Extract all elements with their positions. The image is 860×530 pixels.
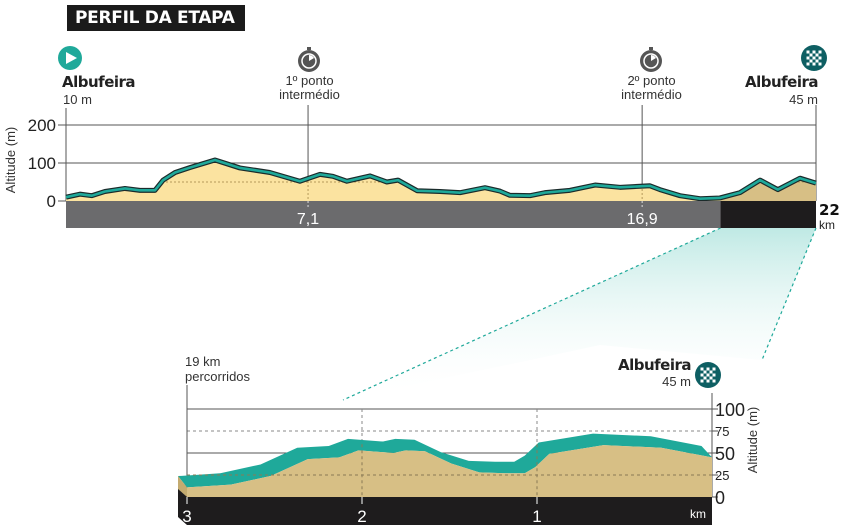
zoom-km-label-1: 1 xyxy=(532,507,541,526)
zoom-finish-altitude: 45 m xyxy=(662,374,691,389)
intermediate-2-label: 2º ponto intermédio xyxy=(604,74,699,102)
distance-unit: km xyxy=(819,218,835,232)
total-distance: 22 xyxy=(819,201,840,219)
checkered-flag-icon xyxy=(801,45,827,71)
intermediate-1-label: 1º ponto intermédio xyxy=(262,74,357,102)
intermediate-1-line2: intermédio xyxy=(279,87,340,102)
zoom-y-axis-label: Altitude (m) xyxy=(745,407,760,473)
y-tick-200: 200 xyxy=(28,116,56,135)
intermediate-2-icon xyxy=(639,47,663,78)
zoom-header-text: percorridos xyxy=(185,369,251,384)
zoom-header-km: 19 km xyxy=(185,354,221,369)
start-icon xyxy=(58,46,82,75)
zoom-km-unit: km xyxy=(690,507,706,521)
intermediate-1-icon xyxy=(297,47,321,78)
start-altitude: 10 m xyxy=(63,92,92,107)
y-axis-label: Altitude (m) xyxy=(3,127,18,193)
stopwatch-icon xyxy=(298,47,320,72)
profile-area xyxy=(66,159,816,201)
zoom-km-label-3: 3 xyxy=(182,507,191,526)
intermediate-2-line2: intermédio xyxy=(621,87,682,102)
finish-altitude: 45 m xyxy=(789,92,818,107)
play-icon xyxy=(58,46,82,70)
y-tick-0: 0 xyxy=(47,192,56,211)
zoom-y-tick-25: 25 xyxy=(715,468,729,483)
zoom-y-tick-75: 75 xyxy=(715,424,729,439)
intermediate-2-line1: 2º ponto xyxy=(627,73,676,88)
km-marker-2: 16,9 xyxy=(627,211,658,228)
distance-band xyxy=(66,201,721,228)
finish-icon xyxy=(801,45,827,76)
finish-name: Albufeira xyxy=(744,73,819,91)
distance-band-highlight xyxy=(720,201,816,228)
checkered-flag-icon xyxy=(695,362,721,388)
zoom-left-face xyxy=(178,476,187,497)
zoom-connector-wedge xyxy=(343,228,816,400)
zoom-y-tick-50: 50 xyxy=(715,444,735,464)
start-name: Albufeira xyxy=(62,73,136,91)
zoom-km-label-2: 2 xyxy=(357,507,366,526)
zoom-finish-name: Albufeira xyxy=(617,356,692,374)
stopwatch-icon xyxy=(640,47,662,72)
zoom-finish-icon xyxy=(695,362,721,393)
zoom-y-tick-100: 100 xyxy=(715,400,745,420)
zoom-y-tick-0: 0 xyxy=(715,488,725,508)
zoom-distance-band xyxy=(178,489,712,525)
zoom-profile-area xyxy=(187,445,712,497)
zoom-profile-top-face xyxy=(178,433,712,488)
km-marker-1: 7,1 xyxy=(297,211,319,228)
intermediate-1-line1: 1º ponto xyxy=(285,73,334,88)
y-tick-100: 100 xyxy=(28,154,56,173)
profile-line xyxy=(65,158,817,201)
page-title: PERFIL DA ETAPA xyxy=(67,5,245,31)
zoom-header: 19 km percorridos xyxy=(185,354,250,384)
